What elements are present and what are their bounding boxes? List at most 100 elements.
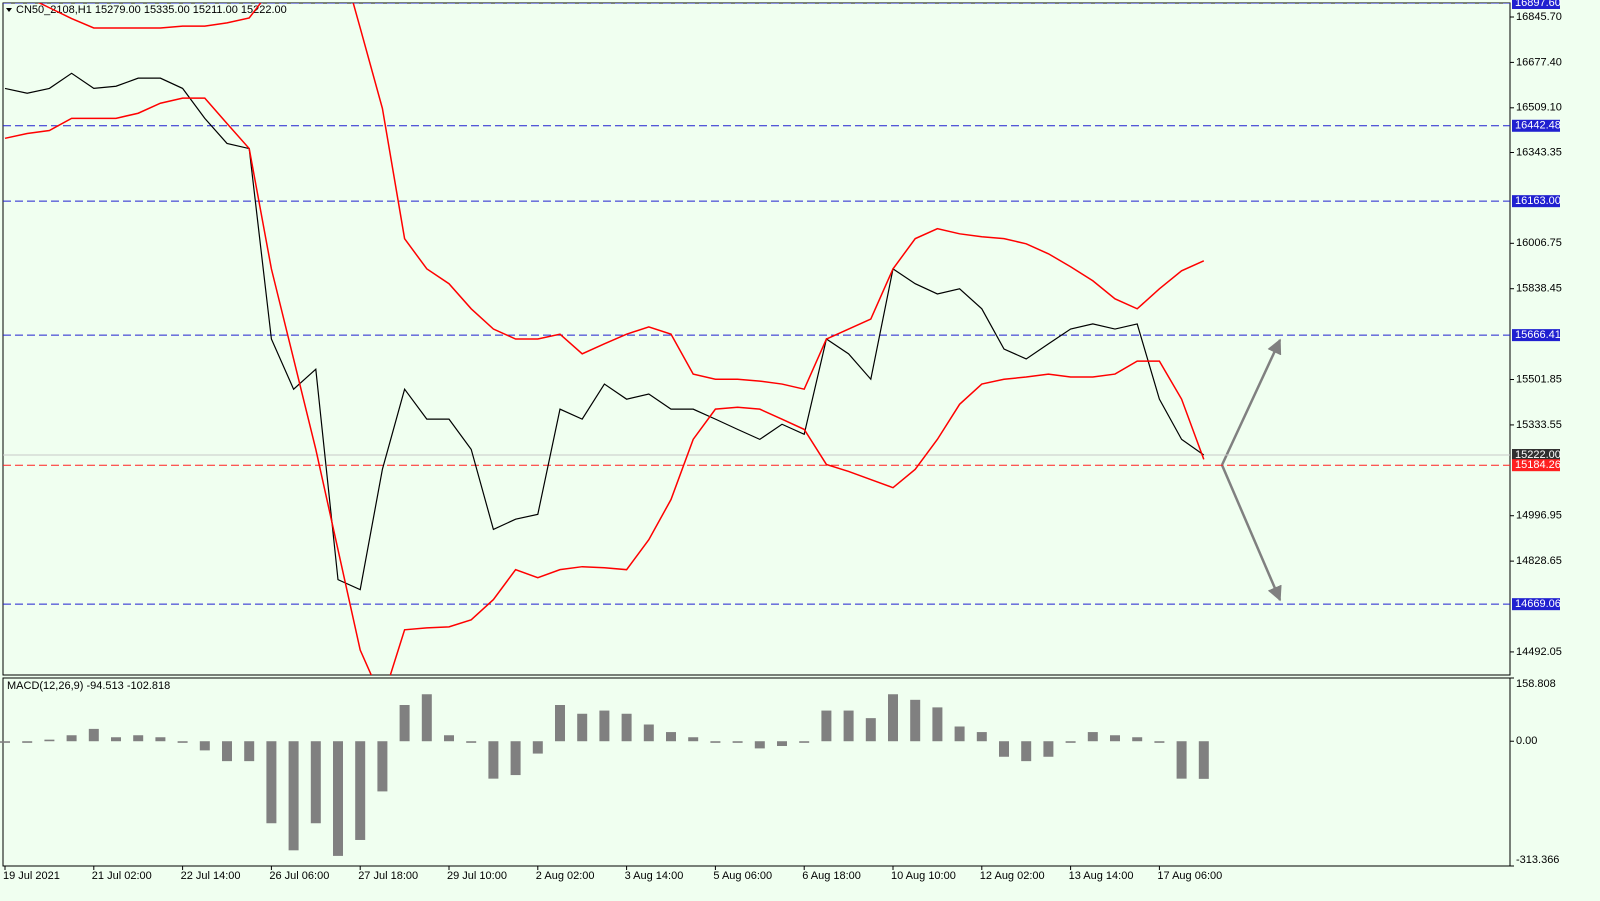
macd-bar: [1043, 741, 1054, 757]
level-label-box: [1512, 195, 1560, 208]
level-label-box: [1512, 0, 1560, 9]
macd-bar: [777, 741, 787, 747]
x-tick-label: 10 Aug 10:00: [891, 870, 956, 882]
macd-bar: [333, 741, 343, 856]
macd-bar: [532, 741, 543, 754]
level-label-box: [1512, 449, 1560, 462]
macd-bar: [66, 735, 77, 742]
macd-bar: [0, 741, 10, 743]
macd-bar: [1021, 741, 1032, 762]
macd-bar: [732, 741, 743, 743]
macd-bar: [910, 699, 921, 742]
level-label: 16442.48: [1515, 120, 1561, 132]
macd-bar: [599, 710, 610, 742]
macd-bar: [999, 741, 1009, 757]
x-tick-label: 29 Jul 10:00: [447, 870, 507, 882]
level-label-box: [1512, 598, 1560, 611]
chart-title: CN50_2108,H1 15279.00 15335.00 15211.00 …: [16, 4, 287, 16]
macd-bar: [466, 741, 477, 743]
x-tick-label: 3 Aug 14:00: [625, 870, 684, 882]
macd-bar: [377, 741, 388, 792]
y-tick-label: 14996.95: [1516, 510, 1562, 522]
level-label: 16897.60: [1515, 0, 1561, 9]
macd-bar: [555, 704, 565, 742]
macd-bar: [199, 741, 210, 751]
macd-bar: [444, 735, 454, 742]
level-label: 15184.26: [1515, 459, 1561, 471]
x-tick-label: 27 Jul 18:00: [358, 870, 418, 882]
x-tick-label: 2 Aug 02:00: [536, 870, 595, 882]
band-line: [4, 97, 1205, 675]
y-tick-label: 16343.35: [1516, 146, 1562, 158]
macd-bar: [843, 710, 854, 742]
macd-bar: [799, 741, 810, 743]
x-tick-label: 5 Aug 06:00: [713, 870, 772, 882]
y-tick-label: 14492.05: [1516, 646, 1562, 658]
macd-bar: [88, 728, 99, 742]
y-tick-label: 0.00: [1516, 735, 1537, 747]
x-tick-label: 13 Aug 14:00: [1069, 870, 1134, 882]
price-panel: [2, 2, 1511, 676]
y-tick-label: 15333.55: [1516, 419, 1562, 431]
y-tick-label: 158.808: [1516, 678, 1556, 690]
level-label: 15666.41: [1515, 329, 1561, 341]
macd-bar: [932, 707, 943, 742]
macd-bar: [355, 741, 366, 840]
macd-bar: [133, 735, 144, 742]
macd-bar: [1198, 741, 1209, 779]
band-line: [37, 3, 1205, 391]
macd-bar: [222, 741, 232, 762]
level-label-box: [1512, 329, 1560, 342]
macd-bar: [865, 718, 876, 742]
price-line: [4, 72, 1205, 591]
y-tick-label: 16845.70: [1516, 11, 1562, 23]
macd-bar: [421, 694, 432, 742]
x-tick-label: 19 Jul 2021: [3, 870, 60, 882]
macd-bar: [666, 732, 676, 742]
y-tick-label: 14828.65: [1516, 555, 1562, 567]
macd-bar: [488, 741, 499, 779]
macd-bar: [155, 737, 166, 742]
macd-bar: [244, 741, 255, 762]
macd-bar: [22, 741, 33, 743]
macd-title: MACD(12,26,9) -94.513 -102.818: [7, 680, 170, 692]
macd-bar: [754, 741, 765, 749]
menu-icon: [6, 8, 12, 12]
y-tick-label: 15838.45: [1516, 283, 1562, 295]
macd-bar: [510, 741, 521, 776]
macd-bar: [821, 710, 832, 742]
macd-bar: [44, 739, 55, 742]
x-tick-label: 21 Jul 02:00: [92, 870, 152, 882]
macd-bar: [266, 741, 277, 824]
x-tick-label: 22 Jul 14:00: [181, 870, 241, 882]
macd-bar: [1132, 737, 1143, 742]
level-label: 16163.00: [1515, 195, 1561, 207]
y-tick-label: 15501.85: [1516, 373, 1562, 385]
x-tick-label: 6 Aug 18:00: [802, 870, 861, 882]
macd-bar: [954, 726, 965, 742]
plot: [3, 3, 1510, 675]
y-tick-label: 16006.75: [1516, 237, 1562, 249]
level-label-box: [1512, 459, 1560, 472]
macd-bar: [688, 737, 699, 742]
macd-bar: [1065, 741, 1076, 743]
macd-bar: [1154, 741, 1165, 743]
macd-bar: [1176, 741, 1187, 779]
y-tick-label: -313.366: [1516, 854, 1559, 866]
macd-bar: [621, 713, 632, 742]
macd-bar: [976, 732, 987, 742]
x-tick-label: 17 Aug 06:00: [1157, 870, 1222, 882]
macd-bar: [577, 713, 588, 742]
level-label-box: [1512, 119, 1560, 132]
macd-bar: [310, 741, 321, 824]
macd-bar: [399, 704, 410, 742]
macd-panel: [2, 677, 1511, 867]
macd-bar: [710, 741, 721, 743]
macd-bar: [643, 724, 654, 742]
y-tick-label: 16509.10: [1516, 102, 1562, 114]
level-label: 15222.00: [1515, 449, 1561, 461]
macd-bar: [177, 741, 188, 743]
up-arrow: [1220, 338, 1282, 466]
